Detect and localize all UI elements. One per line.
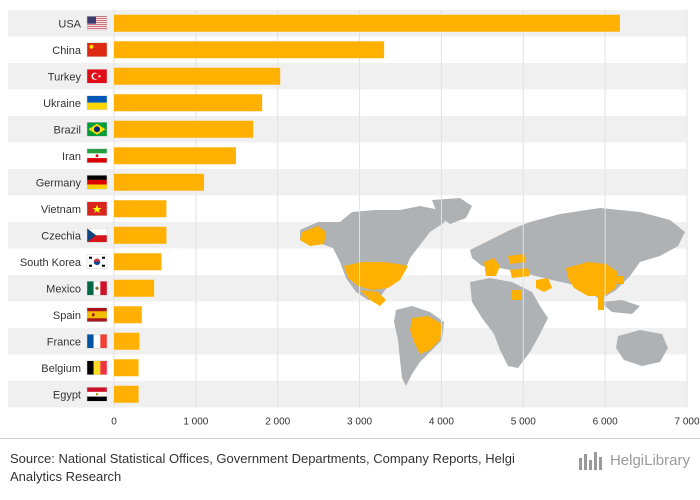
- logo-text: HelgiLibrary: [609, 451, 690, 469]
- map-africa: [470, 278, 548, 368]
- turkey-flag-icon: [86, 69, 108, 84]
- category-labels: USA China Turkey Ukraine Brazil Iran Germany Vi…: [20, 18, 82, 401]
- map-greenland: [432, 198, 472, 224]
- x-axis-ticks: 0 1 000 2 000 3 000 4 000 5 000 6 000 7 000: [111, 417, 700, 428]
- bar-germany: [114, 173, 205, 191]
- bars: [114, 14, 620, 403]
- map-turkey: [510, 268, 530, 278]
- belgium-flag-icon: [86, 360, 108, 375]
- us-flag-icon: [86, 16, 108, 31]
- map-north-america: [300, 206, 445, 300]
- category-label: Ukraine: [43, 98, 81, 110]
- x-tick-label: 0: [111, 417, 117, 428]
- x-tick-label: 6 000: [593, 417, 618, 428]
- row-stripe: [8, 169, 687, 196]
- row-stripes: [8, 10, 687, 408]
- map-southeast-asia: [600, 300, 640, 314]
- category-label: Mexico: [46, 283, 81, 295]
- brazil-flag-icon: [86, 122, 108, 137]
- category-label: Czechia: [41, 230, 82, 242]
- bar-china: [114, 41, 385, 59]
- bar-brazil: [114, 120, 254, 138]
- category-label: China: [52, 45, 82, 57]
- x-tick-label: 2 000: [265, 417, 290, 428]
- mexico-flag-icon: [86, 281, 108, 296]
- iran-flag-icon: [86, 148, 108, 163]
- x-tick-label: 5 000: [511, 417, 536, 428]
- germany-flag-icon: [86, 175, 108, 190]
- map-europe-highlight: [484, 258, 500, 276]
- bar-iran: [114, 147, 236, 165]
- bar-turkey: [114, 67, 281, 85]
- category-label: Iran: [62, 151, 81, 163]
- map-egypt: [512, 290, 522, 300]
- bar-belgium: [114, 359, 139, 377]
- map-australia: [616, 330, 668, 366]
- egypt-flag-icon: [86, 387, 108, 402]
- source-text: National Statistical Offices, Government…: [10, 451, 515, 484]
- map-iran: [536, 278, 552, 292]
- vietnam-flag-icon: [86, 201, 108, 216]
- x-tick-label: 1 000: [183, 417, 208, 428]
- map-alaska: [300, 226, 326, 246]
- footer-divider: [0, 438, 700, 439]
- bar-egypt: [114, 385, 139, 403]
- x-tick-label: 7 000: [674, 417, 699, 428]
- bar-spain: [114, 306, 142, 324]
- category-label: Germany: [36, 177, 82, 189]
- category-label: Turkey: [48, 71, 82, 83]
- map-brazil: [410, 316, 442, 354]
- bar-chart: USA China Turkey Ukraine Brazil Iran Germany Vi…: [8, 10, 700, 428]
- map-vietnam: [598, 296, 604, 310]
- category-label: Brazil: [53, 124, 81, 136]
- row-stripe: [8, 116, 687, 143]
- bar-france: [114, 332, 140, 350]
- category-label: France: [47, 336, 81, 348]
- bar-mexico: [114, 279, 155, 297]
- ukraine-flag-icon: [86, 95, 108, 110]
- row-stripe: [8, 381, 687, 408]
- bar-usa: [114, 14, 620, 32]
- bar-south-korea: [114, 253, 162, 271]
- category-label: Belgium: [41, 363, 81, 375]
- spain-flag-icon: [86, 307, 108, 322]
- x-tick-label: 4 000: [429, 417, 454, 428]
- helgi-library-logo-icon: [578, 452, 602, 470]
- flags: [86, 16, 108, 402]
- category-label: South Korea: [20, 257, 82, 269]
- category-label: USA: [58, 18, 81, 30]
- bar-ukraine: [114, 94, 263, 112]
- czechia-flag-icon: [86, 228, 108, 243]
- source-prefix: Source:: [10, 451, 55, 466]
- map-ukraine: [508, 254, 526, 264]
- row-stripe: [8, 328, 687, 355]
- category-label: Spain: [53, 310, 81, 322]
- category-label: Egypt: [53, 389, 81, 401]
- row-stripe: [8, 63, 687, 90]
- source-note: Source: National Statistical Offices, Go…: [10, 450, 550, 486]
- france-flag-icon: [86, 334, 108, 349]
- helgi-library-logo[interactable]: HelgiLibrary: [578, 449, 690, 471]
- map-mexico: [360, 290, 386, 306]
- category-label: Vietnam: [41, 204, 81, 216]
- map-south-korea: [618, 276, 624, 284]
- bar-vietnam: [114, 200, 167, 218]
- south-korea-flag-icon: [86, 254, 108, 269]
- china-flag-icon: [86, 42, 108, 57]
- bar-czechia: [114, 226, 167, 244]
- x-tick-label: 3 000: [347, 417, 372, 428]
